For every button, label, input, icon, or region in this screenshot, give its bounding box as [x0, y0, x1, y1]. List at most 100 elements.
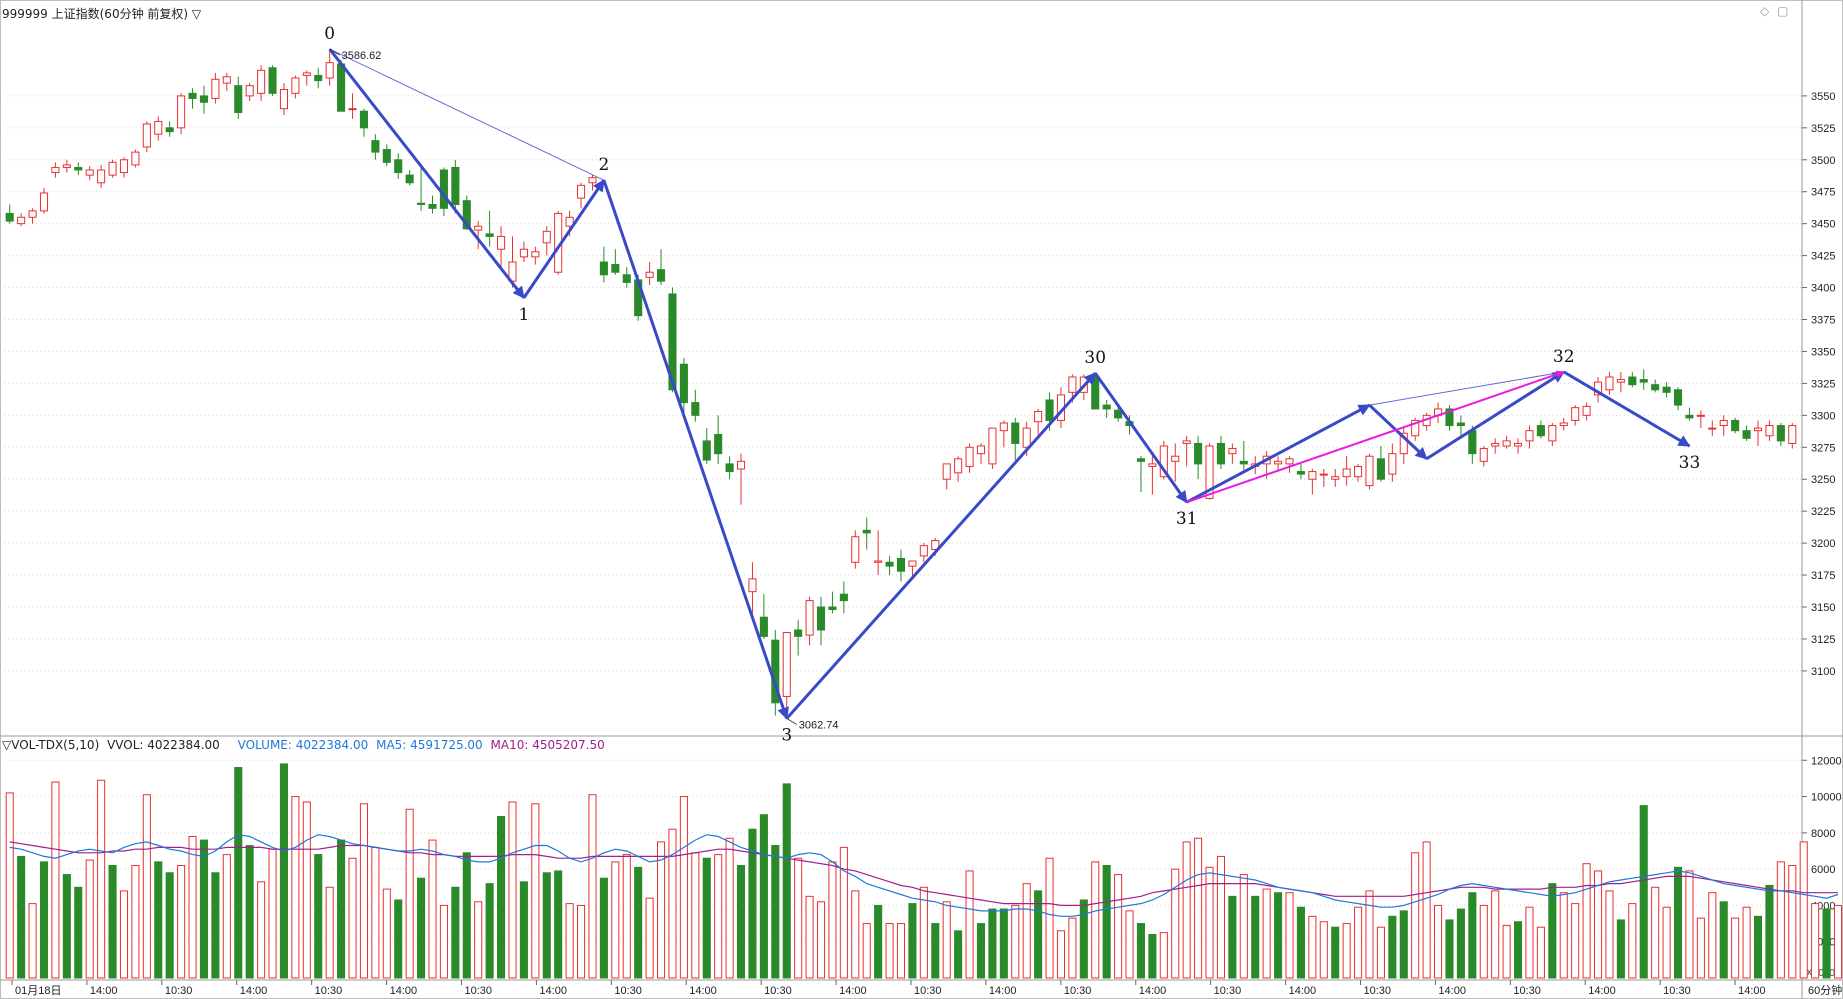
candle-body [1159, 445, 1168, 478]
volume-bar [1011, 904, 1020, 979]
volume-bar [28, 903, 37, 979]
volume-bar [599, 877, 608, 979]
candle-body [382, 149, 391, 163]
vvol-value: VVOL: 4022384.00 [107, 738, 220, 752]
volume-bar [474, 901, 483, 979]
volume-bar [874, 904, 883, 979]
volume-bar [622, 854, 631, 979]
volume-bar [896, 923, 906, 979]
time-tick-label: 14:00 [240, 985, 268, 997]
wave-label: 31 [1176, 509, 1198, 529]
price-tick-label: 3350 [1811, 346, 1835, 358]
volume-bar [1788, 865, 1797, 979]
candle-body [417, 202, 426, 206]
price-annotation: 3062.74 [799, 719, 839, 731]
volume-bar [942, 901, 951, 979]
candle-body [1468, 430, 1477, 455]
price-tick-label: 3325 [1811, 378, 1835, 390]
volume-bar [1068, 917, 1077, 979]
price-tick-label: 3375 [1811, 315, 1835, 327]
price-tick-label: 3150 [1811, 602, 1835, 614]
volume-bar [39, 861, 49, 979]
candle-body [816, 606, 826, 631]
volume-bar [1331, 926, 1340, 979]
volume-bar [1262, 888, 1271, 979]
candle-body [759, 616, 768, 637]
volume-bar [314, 854, 323, 979]
volume-bar [1468, 892, 1477, 979]
volume-bar [714, 854, 723, 979]
candle-body [725, 463, 734, 473]
volume-bar [1833, 904, 1843, 979]
time-tick-label: 10:30 [315, 985, 343, 997]
candle-body [17, 216, 26, 225]
candle-body [542, 230, 551, 244]
candle-body [1136, 458, 1146, 462]
time-tick-label: 14:00 [1438, 985, 1466, 997]
time-tick-label: 10:30 [1364, 985, 1392, 997]
candle-body [188, 92, 197, 99]
candle-body [896, 557, 906, 572]
volume-tick-label: 10000 [1811, 792, 1842, 804]
price-tick-label: 3500 [1811, 155, 1835, 167]
candle-body [1365, 455, 1374, 487]
time-tick-label: 14:00 [1139, 985, 1167, 997]
candle-body [1742, 430, 1751, 439]
volume-bar [257, 881, 266, 979]
candle-body [931, 540, 940, 550]
volume-bar [188, 835, 197, 979]
volume-bar [108, 865, 117, 979]
wave-arrow [522, 179, 606, 299]
volume-bar [97, 779, 106, 979]
candle-body [1331, 476, 1340, 480]
candle-body [1045, 399, 1054, 421]
volume-bar [1251, 895, 1260, 979]
price-tick-label: 3475 [1811, 187, 1835, 199]
wave-arrow [1562, 370, 1691, 448]
volume-bar [1056, 930, 1066, 979]
chart-title: 999999 上证指数(60分钟 前复权) ▽ [2, 7, 202, 21]
candle-body [1662, 386, 1671, 393]
candle-body [622, 274, 631, 283]
volume-bar [268, 848, 277, 979]
candle-body [965, 446, 974, 467]
volume-bar [1673, 866, 1683, 979]
volume-bar [245, 845, 254, 979]
volume-bar [1696, 917, 1705, 979]
wave-label: 1 [519, 305, 530, 325]
volume-bar [1536, 926, 1545, 979]
maximize-icon[interactable]: ▢ [1777, 4, 1789, 18]
volume-bar [1731, 917, 1740, 979]
candle-body [1696, 414, 1705, 417]
candle-body [805, 600, 814, 636]
volume-bar [1388, 915, 1397, 979]
volume-bar [1319, 921, 1328, 979]
candle-body [1354, 465, 1363, 478]
candle-body [874, 560, 883, 563]
ma5-value: MA5: 4591725.00 [376, 738, 483, 752]
volume-bar [794, 857, 803, 979]
volume-bar [142, 794, 151, 979]
restore-icon[interactable]: ◇ [1760, 4, 1770, 18]
volume-bar [1491, 890, 1500, 979]
candle-body [1182, 440, 1191, 444]
volume-bar [748, 828, 757, 979]
price-annotation: 3586.62 [342, 50, 382, 62]
volume-bar [337, 839, 346, 979]
price-tick-label: 3125 [1811, 634, 1835, 646]
candle-body [1673, 389, 1683, 406]
volume-bar [1593, 870, 1603, 979]
candle-body [257, 69, 266, 94]
candle-body [1753, 427, 1763, 432]
period-label: 60分钟 [1808, 983, 1842, 997]
volume-bar [371, 846, 380, 979]
volume-indicator-name[interactable]: ▽VOL-TDX(5,10) [2, 738, 100, 752]
volume-bar [1022, 883, 1031, 979]
volume-bar [554, 870, 563, 979]
volume-bar [51, 781, 60, 979]
wave-label: 0 [324, 24, 335, 44]
candle-body [177, 95, 186, 129]
candle-body [39, 192, 49, 212]
price-annotation-leader [329, 48, 340, 56]
